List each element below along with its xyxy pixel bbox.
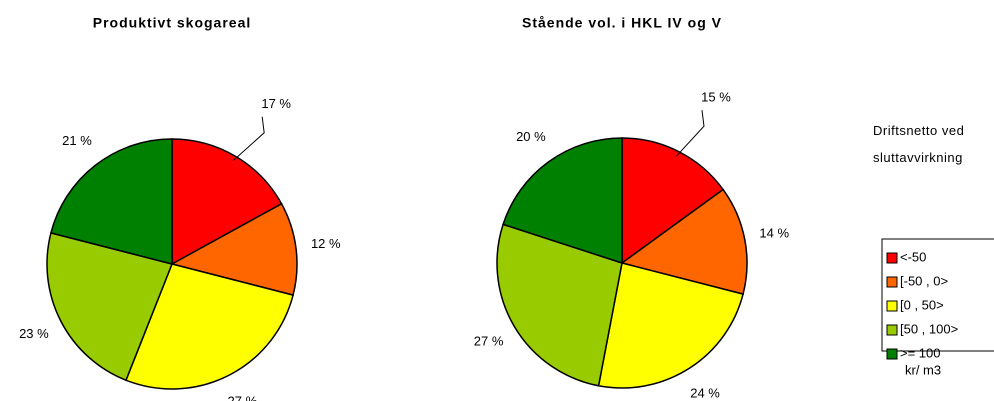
legend-swatch: [886, 252, 898, 264]
data-label: 27 %: [474, 333, 504, 348]
legend-label: [-50 , 0>: [900, 273, 948, 288]
data-label: 27 %: [228, 394, 258, 401]
legend-box: [881, 238, 994, 352]
chart-title: Stående vol. i HKL IV og V: [522, 15, 722, 31]
leader-line: [232, 116, 265, 162]
pie-slice: [621, 137, 725, 265]
legend-swatch: [886, 276, 898, 288]
data-label: 12 %: [311, 236, 341, 251]
pie-slice: [125, 263, 294, 390]
data-label: 24 %: [690, 385, 720, 400]
data-label: 14 %: [759, 225, 789, 240]
legend-swatch: [886, 324, 898, 336]
pie-slice: [620, 188, 748, 295]
leader-line: [676, 110, 705, 157]
legend-label: >= 100: [900, 345, 941, 360]
pie-slice: [597, 262, 744, 389]
legend-label: [0 , 50>: [900, 297, 944, 312]
legend-title: Driftsnetto ved sluttavvirkning: [873, 123, 965, 165]
data-label: 15 %: [701, 90, 731, 105]
data-label: 17 %: [261, 96, 291, 111]
legend-note: kr/ m3: [905, 362, 941, 377]
pie-slice: [496, 223, 623, 387]
legend-swatch: [886, 300, 898, 312]
data-label: 21 %: [62, 133, 92, 148]
pie-slice: [171, 138, 283, 266]
chart-title: Produktivt skogareal: [93, 15, 252, 31]
pie-slice: [46, 232, 174, 382]
legend-label: [50 , 100>: [900, 321, 958, 336]
data-label: 20 %: [516, 129, 546, 144]
pie-slice: [502, 137, 623, 265]
legend-swatch: [886, 348, 898, 360]
legend-label: <-50: [900, 249, 926, 264]
pie-slice: [169, 202, 298, 296]
data-label: 23 %: [19, 326, 49, 341]
pie-slice: [50, 138, 173, 265]
